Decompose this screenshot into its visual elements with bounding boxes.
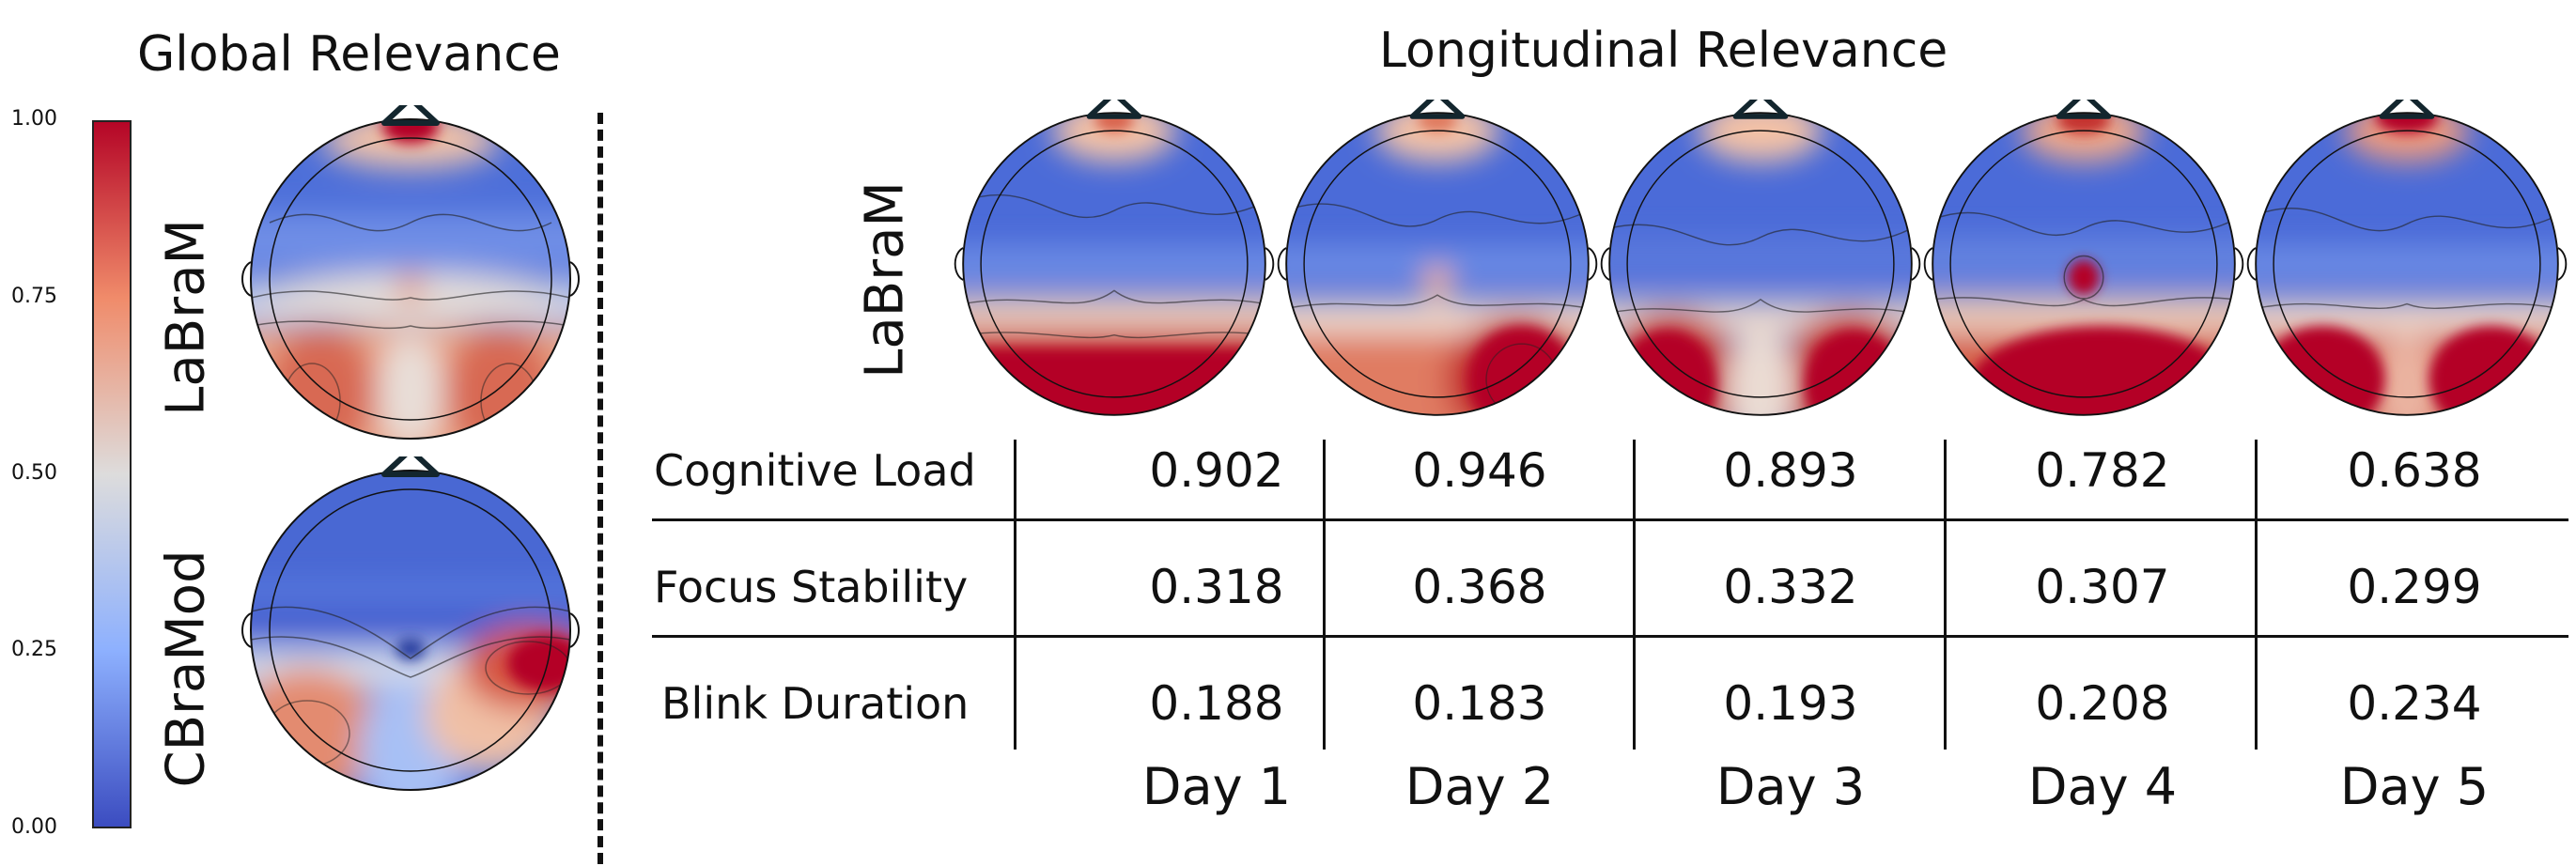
cell-cognitive-load-day-5: 0.638: [2347, 443, 2482, 498]
row-label-cognitive-load: Cognitive Load: [654, 445, 976, 496]
global-relevance-title: Global Relevance: [137, 26, 561, 83]
cell-focus-stability-day-1: 0.318: [1149, 560, 1284, 614]
global-labram-label: LaBraM: [155, 219, 217, 416]
cell-focus-stability-day-5: 0.299: [2347, 560, 2482, 614]
colorbar-tick-1.00: 1.00: [11, 107, 57, 131]
row-label-blink-duration: Blink Duration: [661, 678, 970, 729]
cell-blink-duration-day-1: 0.188: [1149, 676, 1284, 731]
table-divider-2: [1323, 440, 1326, 750]
cell-blink-duration-day-4: 0.208: [2035, 676, 2170, 731]
colorbar-tick-0.75: 0.75: [11, 285, 57, 308]
cell-focus-stability-day-2: 0.368: [1412, 560, 1547, 614]
row-label-focus-stability: Focus Stability: [654, 562, 969, 612]
cell-focus-stability-day-3: 0.332: [1723, 560, 1858, 614]
table-divider-3: [1633, 440, 1636, 750]
cell-cognitive-load-day-1: 0.902: [1149, 443, 1284, 498]
colorbar-tick-0.50: 0.50: [11, 461, 57, 485]
cell-focus-stability-day-4: 0.307: [2035, 560, 2170, 614]
table-rule-2: [652, 635, 2568, 638]
topomap-day-2: [1277, 100, 1598, 416]
table-divider-1: [1014, 440, 1016, 750]
topomap-day-4: [1923, 100, 2244, 416]
day-label-2: Day 2: [1404, 757, 1555, 816]
day-label-1: Day 1: [1141, 757, 1292, 816]
cell-cognitive-load-day-4: 0.782: [2035, 443, 2170, 498]
day-label-5: Day 5: [2339, 757, 2490, 816]
topomap-day-5: [2246, 100, 2568, 416]
colorbar-tick-0.25: 0.25: [11, 638, 57, 661]
day-label-4: Day 4: [2027, 757, 2178, 816]
panel-separator: [597, 113, 603, 864]
cell-blink-duration-day-5: 0.234: [2347, 676, 2482, 731]
cell-cognitive-load-day-2: 0.946: [1412, 443, 1547, 498]
topomap-global-labram: [241, 105, 580, 440]
table-rule-1: [652, 518, 2568, 521]
longitudinal-relevance-title: Longitudinal Relevance: [1379, 23, 1948, 79]
global-cbramod-label: CBraMod: [155, 549, 217, 788]
cell-cognitive-load-day-3: 0.893: [1723, 443, 1858, 498]
colorbar: [92, 120, 132, 828]
colorbar-tick-0.00: 0.00: [11, 815, 57, 839]
day-label-3: Day 3: [1715, 757, 1866, 816]
table-divider-4: [1944, 440, 1947, 750]
topomap-day-3: [1600, 100, 1921, 416]
topomap-day-1: [954, 100, 1275, 416]
longitudinal-labram-label: LaBraM: [854, 181, 916, 379]
cell-blink-duration-day-3: 0.193: [1723, 676, 1858, 731]
table-divider-5: [2255, 440, 2258, 750]
cell-blink-duration-day-2: 0.183: [1412, 676, 1547, 731]
topomap-global-cbramod: [241, 456, 580, 791]
